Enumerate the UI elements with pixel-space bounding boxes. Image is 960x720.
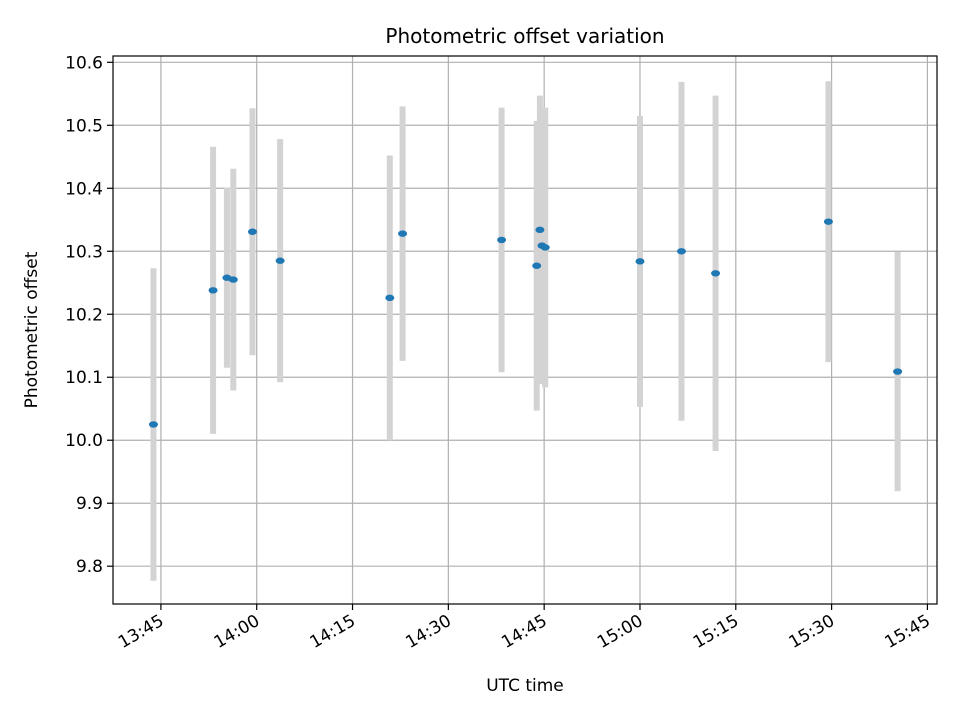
y-tick-label: 10.0	[65, 431, 103, 451]
data-point	[893, 368, 903, 375]
x-tick-label: 15:15	[690, 611, 742, 653]
data-point	[532, 262, 542, 269]
x-tick-label: 13:45	[115, 611, 167, 653]
data-point	[398, 230, 408, 237]
data-point	[247, 228, 257, 235]
x-tick-label: 15:30	[786, 611, 838, 653]
plot-frame	[112, 55, 938, 605]
y-axis-label: Photometric offset	[22, 251, 42, 408]
data-point	[228, 276, 238, 283]
data-point	[497, 236, 507, 244]
y-tick-label: 10.2	[65, 305, 103, 325]
data-point	[148, 421, 158, 428]
data-point	[635, 258, 645, 265]
x-tick-label: 14:45	[498, 611, 550, 653]
data-point	[535, 226, 545, 234]
y-axis: 9.8 9.9 10.0 10.1 10.2 10.3 10.4 10.5 10.6	[65, 53, 113, 577]
chart-title: Photometric offset variation	[385, 24, 664, 48]
y-tick-label: 10.5	[65, 116, 103, 136]
y-tick-label: 9.9	[76, 494, 103, 514]
y-tick-label: 10.1	[65, 368, 103, 388]
y-tick-label: 10.4	[65, 179, 103, 199]
y-tick-label: 10.3	[65, 242, 103, 262]
y-tick-label: 9.8	[76, 557, 103, 577]
y-tick-label: 10.6	[65, 53, 103, 73]
x-axis-label: UTC time	[486, 676, 564, 696]
x-tick-label: 14:15	[307, 611, 359, 653]
data-point	[823, 218, 833, 225]
data-point	[540, 244, 550, 251]
x-tick-label: 15:45	[881, 611, 933, 653]
grid	[113, 56, 937, 604]
x-axis: 13:45 14:00 14:15 14:30 14:45 15:00 15:15 15:30…	[115, 604, 934, 653]
data-point	[275, 257, 285, 264]
data-point	[385, 294, 395, 302]
data-point	[676, 248, 686, 255]
data-points	[148, 218, 903, 428]
data-point	[711, 270, 721, 277]
x-tick-label: 14:00	[211, 611, 263, 653]
x-tick-label: 15:00	[594, 611, 646, 653]
error-bars	[150, 81, 901, 581]
x-tick-label: 14:30	[402, 611, 454, 653]
data-point	[208, 287, 218, 294]
